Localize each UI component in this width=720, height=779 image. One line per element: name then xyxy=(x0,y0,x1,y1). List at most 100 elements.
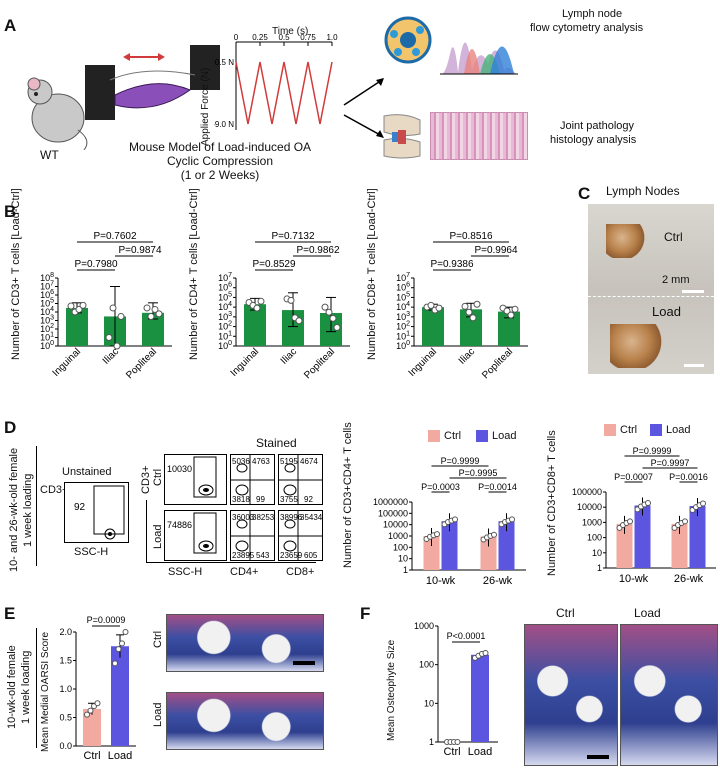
data-point xyxy=(427,301,435,309)
e-side-label: 10-wk-old female xyxy=(6,645,18,729)
p-value: P=0.0016 xyxy=(669,472,708,482)
data-point xyxy=(87,707,94,714)
f-ctrl-label: Ctrl xyxy=(556,606,575,620)
flow-contour xyxy=(198,484,214,496)
bar-ctrl-10-wk xyxy=(423,536,440,570)
p-value: P=0.9862 xyxy=(296,245,340,256)
quad-count: 5195 xyxy=(280,457,298,466)
data-point xyxy=(434,531,440,538)
p-value: P=0.9999 xyxy=(633,446,672,456)
y-tick-label: 104 xyxy=(218,301,232,312)
data-point xyxy=(113,342,121,350)
unstained-count: 92 xyxy=(74,502,86,513)
f-chart-osteophyte: 1000 100 10 1 Ctrl Load P<0.0001 xyxy=(414,621,498,758)
d-stained-title: Stained xyxy=(256,436,297,450)
data-point xyxy=(321,303,329,311)
panel-label-a: A xyxy=(4,16,17,35)
p-value: P=0.9997 xyxy=(651,458,690,468)
data-point xyxy=(700,500,706,507)
f-load-label: Load xyxy=(634,606,661,620)
y-tick-label: 102 xyxy=(40,323,54,334)
divider xyxy=(588,296,714,297)
y-tick-label: 10 xyxy=(592,548,602,558)
data-point xyxy=(109,304,117,312)
y-tick-label: 105 xyxy=(396,291,410,302)
unstained-flow-plot: 92 xyxy=(64,482,129,543)
outcome1-line1: Lymph node xyxy=(562,8,623,20)
quad-count: 23659 xyxy=(280,551,303,560)
p-value: P=0.7602 xyxy=(93,231,137,242)
bar-load-10-wk xyxy=(441,521,458,570)
y-tick-label: 106 xyxy=(396,282,410,293)
d-load-row-label: Load xyxy=(152,524,164,550)
y-tick-label: 1000000 xyxy=(373,497,408,507)
bar-load xyxy=(471,654,489,742)
e-side-label2: 1 week loading xyxy=(20,650,32,724)
p-value: P=0.0007 xyxy=(614,472,653,482)
e-ctrl-label: Ctrl xyxy=(152,630,164,648)
d2-legend-load-swatch xyxy=(650,424,662,436)
p-value: P=0.9874 xyxy=(118,245,162,256)
p-value: P=0.0014 xyxy=(478,482,517,492)
data-point xyxy=(253,304,261,312)
data-point xyxy=(452,516,458,523)
data-point xyxy=(147,312,155,320)
d-chart-cd8: 100000 10000 1000 100 10 1 10-wk 26-wk P=0.9999 P… xyxy=(572,446,716,585)
quad-count: 38996 xyxy=(280,513,303,522)
d1-legend-load: Load xyxy=(492,430,517,442)
data-point xyxy=(325,308,333,316)
bar-ctrl xyxy=(83,708,101,746)
x-category-label: Load xyxy=(468,746,492,758)
x-arrow xyxy=(146,562,316,563)
y-tick-label: 100 xyxy=(587,533,602,543)
x-category-label: Ctrl xyxy=(83,750,100,762)
quad-count: 4674 xyxy=(300,457,318,466)
d-ctrl-row-label: Ctrl xyxy=(152,468,164,486)
d-cd8-label: CD8+ xyxy=(286,566,315,578)
x-group-label: 26-wk xyxy=(483,575,513,587)
data-point xyxy=(67,302,75,310)
data-point xyxy=(503,307,511,315)
lymph-node-photo: Ctrl 2 mm Load xyxy=(588,204,714,374)
y-tick-label: 100 xyxy=(393,542,408,552)
p-value: P=0.9386 xyxy=(430,259,474,270)
quad-count: 543 xyxy=(256,551,270,560)
d1-legend-load-swatch xyxy=(476,430,488,442)
p-value: P=0.0009 xyxy=(87,615,126,625)
data-point xyxy=(333,324,341,332)
bar-iliac xyxy=(460,309,482,346)
p-value: P=0.7132 xyxy=(271,231,315,242)
y-tick-label: 103 xyxy=(218,311,232,322)
y-tick-label: 1000 xyxy=(388,531,408,541)
flow-contour xyxy=(284,519,296,529)
y-tick-label: 107 xyxy=(40,281,54,292)
load-lymph-node xyxy=(610,324,664,368)
mouse-illustration xyxy=(27,77,88,150)
data-point xyxy=(143,304,151,312)
d-side-label2: 1 week loading xyxy=(22,473,34,547)
x-category-label: Iliac xyxy=(457,346,477,366)
panel-label-d: D xyxy=(4,418,17,437)
p-value: P=0.8516 xyxy=(449,231,493,242)
data-point xyxy=(645,500,651,507)
d-unstained-title: Unstained xyxy=(62,466,112,478)
model-title: Mouse Model of Load-induced OA xyxy=(128,140,312,154)
bar-inguinal xyxy=(244,304,266,346)
data-point xyxy=(465,308,473,316)
waveform-xtick-label: 0.25 xyxy=(252,34,268,42)
d2-legend-load: Load xyxy=(666,424,691,436)
model-subtitle: Cyclic Compression xyxy=(166,154,274,168)
outcome2-line2: histology analysis xyxy=(550,134,637,146)
e-load-label: Load xyxy=(152,702,164,728)
data-point xyxy=(115,646,122,653)
bar-load-10-wk xyxy=(634,505,651,568)
stained-flow-plots: 10030 5036 4763 3818 99 5195 4674 3755 92 74886 36… xyxy=(164,454,323,561)
y-tick-label: 102 xyxy=(218,321,232,332)
y-tick-label: 10000 xyxy=(383,520,408,530)
bar-popliteal xyxy=(142,312,164,346)
y-tick-label: 2.0 xyxy=(59,627,72,637)
bar-ctrl-10-wk xyxy=(616,523,633,568)
